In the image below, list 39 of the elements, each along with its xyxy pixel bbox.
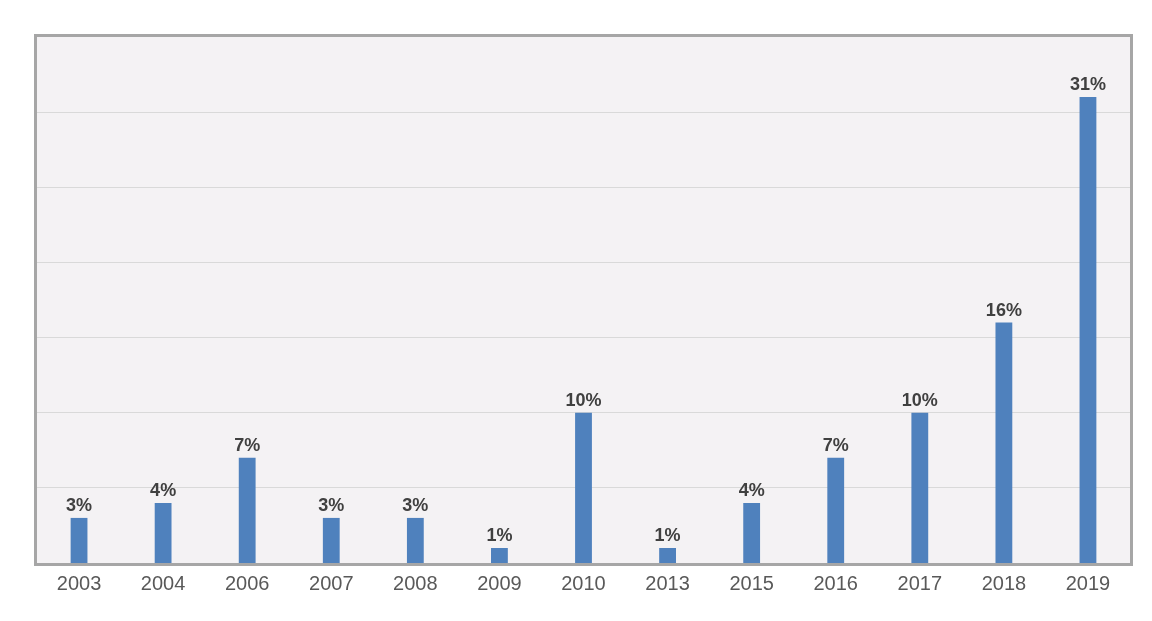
x-tick-label: 2003 <box>56 572 102 594</box>
bar <box>238 457 256 563</box>
data-label: 31% <box>1069 74 1106 95</box>
bar <box>575 412 592 563</box>
data-label: 16% <box>985 299 1022 320</box>
bar <box>1079 97 1097 563</box>
data-label: 3% <box>66 494 93 515</box>
data-label: 3% <box>402 494 429 515</box>
bar <box>491 547 508 563</box>
data-label: 7% <box>234 434 261 455</box>
x-tick-label: 2009 <box>477 572 522 594</box>
bar <box>911 412 929 563</box>
data-label: 3% <box>318 494 345 515</box>
bar <box>995 322 1013 563</box>
x-tick-label: 2018 <box>981 572 1027 594</box>
x-tick-label: 2015 <box>729 572 774 594</box>
x-tick-label: 2019 <box>1065 572 1111 594</box>
x-tick-label: 2006 <box>224 572 270 594</box>
data-label: 1% <box>654 524 681 545</box>
x-tick-label: 2010 <box>561 572 606 594</box>
data-label: 10% <box>565 389 602 410</box>
bar <box>406 517 424 563</box>
x-tick-label: 2017 <box>897 572 943 594</box>
bar <box>70 517 88 563</box>
data-label: 10% <box>901 389 938 410</box>
bar <box>743 502 761 563</box>
bar <box>154 502 172 563</box>
data-label: 1% <box>486 524 513 545</box>
x-tick-label: 2008 <box>393 572 438 594</box>
x-tick-label: 2016 <box>813 572 858 594</box>
x-tick-label: 2013 <box>645 572 690 594</box>
bar <box>659 547 676 563</box>
x-tick-label: 2004 <box>140 572 186 594</box>
data-label: 4% <box>150 479 177 500</box>
data-label: 7% <box>822 434 849 455</box>
x-tick-label: 2007 <box>309 572 354 594</box>
bar <box>827 457 845 563</box>
data-label: 4% <box>738 479 765 500</box>
bar <box>322 517 340 563</box>
